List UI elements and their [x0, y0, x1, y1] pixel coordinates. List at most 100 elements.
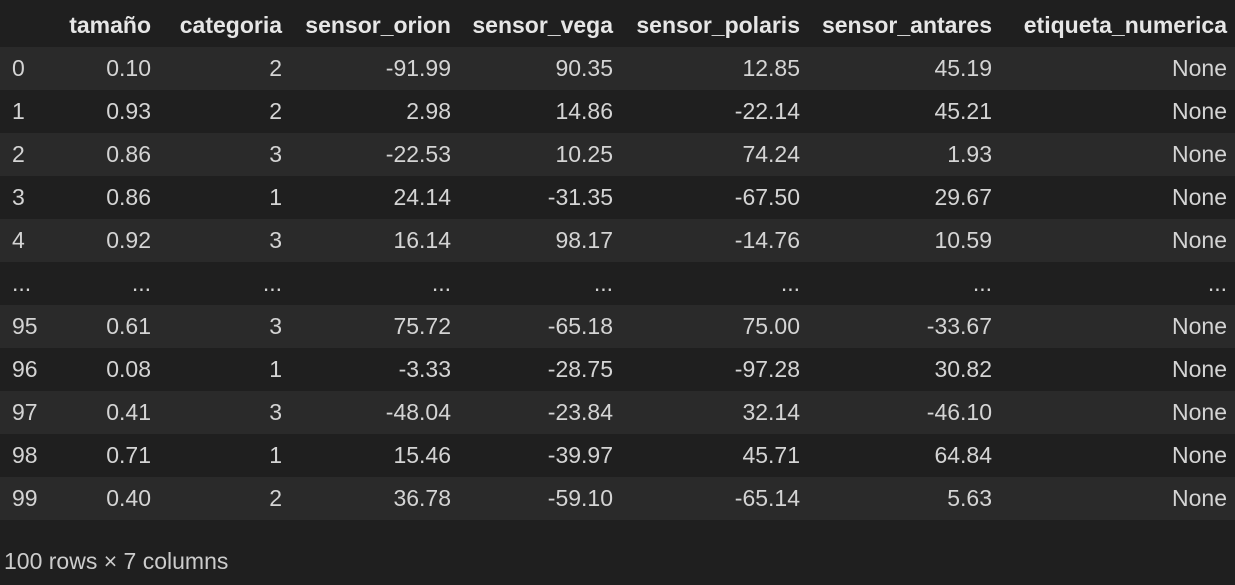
- table-cell: 75.72: [393, 313, 451, 339]
- table-cell: -22.14: [734, 98, 800, 124]
- table-cell: 2: [269, 98, 282, 124]
- column-header-categoria: categoria: [179, 12, 282, 38]
- table-cell: 0.86: [106, 141, 151, 167]
- row-index: 1: [12, 98, 25, 124]
- table-cell: 0.61: [106, 313, 151, 339]
- row-index: 97: [12, 399, 38, 425]
- table-cell: 0.71: [106, 442, 151, 468]
- column-header-sensor-antares: sensor_antares: [821, 12, 992, 38]
- table-row: 2 0.86 3 -22.53 10.25 74.24 1.93 None: [0, 133, 1235, 176]
- table-row: 96 0.08 1 -3.33 -28.75 -97.28 30.82 None: [0, 348, 1235, 391]
- table-cell: 45.21: [934, 98, 992, 124]
- table-cell: None: [1172, 184, 1227, 210]
- table-cell: -67.50: [734, 184, 800, 210]
- table-cell: -46.10: [926, 399, 992, 425]
- table-cell: -65.14: [734, 485, 800, 511]
- table-cell: 0.08: [106, 356, 151, 382]
- table-row: ........................: [0, 262, 1235, 305]
- table-cell: 3: [269, 141, 282, 167]
- table-cell: 14.86: [555, 98, 613, 124]
- table-cell: 0.92: [106, 227, 151, 253]
- table-cell: 0.10: [106, 55, 151, 81]
- table-cell: -22.53: [385, 141, 451, 167]
- table-cell: -31.35: [547, 184, 613, 210]
- table-row: 95 0.61 3 75.72 -65.18 75.00 -33.67 None: [0, 305, 1235, 348]
- table-cell: -23.84: [547, 399, 613, 425]
- table-cell: 2: [269, 485, 282, 511]
- table-cell: 1.93: [947, 141, 992, 167]
- table-cell: ...: [262, 270, 282, 296]
- table-cell: 1: [269, 356, 282, 382]
- table-cell: 1: [269, 442, 282, 468]
- table-cell: None: [1172, 399, 1227, 425]
- table-row: 1 0.93 2 2.98 14.86 -22.14 45.21 None: [0, 90, 1235, 133]
- table-cell: ...: [780, 270, 800, 296]
- dataframe-table: tamaño categoria sensor_orion sensor_veg…: [0, 4, 1235, 520]
- table-cell: ...: [1207, 270, 1227, 296]
- table-cell: 90.35: [555, 55, 613, 81]
- table-cell: -14.76: [734, 227, 800, 253]
- table-cell: 36.78: [393, 485, 451, 511]
- table-cell: 10.25: [555, 141, 613, 167]
- row-index: 99: [12, 485, 38, 511]
- table-cell: 0.86: [106, 184, 151, 210]
- table-cell: None: [1172, 55, 1227, 81]
- table-cell: None: [1172, 442, 1227, 468]
- table-cell: 5.63: [947, 485, 992, 511]
- table-cell: 1: [269, 184, 282, 210]
- header-row: tamaño categoria sensor_orion sensor_veg…: [0, 4, 1235, 47]
- index-header: [0, 4, 50, 47]
- table-cell: 32.14: [742, 399, 800, 425]
- row-index: 2: [12, 141, 25, 167]
- table-cell: 98.17: [555, 227, 613, 253]
- table-cell: None: [1172, 227, 1227, 253]
- table-cell: -48.04: [385, 399, 451, 425]
- row-index: 4: [12, 227, 25, 253]
- table-cell: 24.14: [393, 184, 451, 210]
- table-cell: -91.99: [385, 55, 451, 81]
- row-index: 98: [12, 442, 38, 468]
- table-cell: 3: [269, 313, 282, 339]
- table-cell: -65.18: [547, 313, 613, 339]
- table-cell: ...: [131, 270, 151, 296]
- table-cell: 45.71: [742, 442, 800, 468]
- table-cell: -59.10: [547, 485, 613, 511]
- table-row: 3 0.86 1 24.14 -31.35 -67.50 29.67 None: [0, 176, 1235, 219]
- table-cell: 0.40: [106, 485, 151, 511]
- column-header-etiqueta-numerica: etiqueta_numerica: [1023, 12, 1227, 38]
- table-row: 0 0.10 2 -91.99 90.35 12.85 45.19 None: [0, 47, 1235, 90]
- table-row: 97 0.41 3 -48.04 -23.84 32.14 -46.10 None: [0, 391, 1235, 434]
- row-index: 0: [12, 55, 25, 81]
- table-cell: 12.85: [742, 55, 800, 81]
- table-cell: -28.75: [547, 356, 613, 382]
- table-cell: 74.24: [742, 141, 800, 167]
- table-cell: 45.19: [934, 55, 992, 81]
- table-cell: -3.33: [398, 356, 451, 382]
- table-cell: 0.93: [106, 98, 151, 124]
- table-cell: None: [1172, 356, 1227, 382]
- table-cell: 75.00: [742, 313, 800, 339]
- table-cell: 0.41: [106, 399, 151, 425]
- table-cell: None: [1172, 98, 1227, 124]
- column-header-sensor-vega: sensor_vega: [472, 12, 613, 38]
- table-row: 99 0.40 2 36.78 -59.10 -65.14 5.63 None: [0, 477, 1235, 520]
- dataframe-shape-summary: 100 rows × 7 columns: [4, 548, 229, 574]
- table-cell: 30.82: [934, 356, 992, 382]
- table-cell: None: [1172, 313, 1227, 339]
- table-cell: -33.67: [926, 313, 992, 339]
- column-header-sensor-polaris: sensor_polaris: [636, 12, 800, 38]
- column-header-sensor-orion: sensor_orion: [305, 12, 451, 38]
- table-cell: -39.97: [547, 442, 613, 468]
- table-cell: 10.59: [934, 227, 992, 253]
- row-index: ...: [12, 270, 32, 296]
- table-cell: 64.84: [934, 442, 992, 468]
- table-cell: -97.28: [734, 356, 800, 382]
- column-header-tamano: tamaño: [69, 12, 151, 38]
- table-cell: 16.14: [393, 227, 451, 253]
- table-cell: 15.46: [393, 442, 451, 468]
- table-row: 98 0.71 1 15.46 -39.97 45.71 64.84 None: [0, 434, 1235, 477]
- row-index: 95: [12, 313, 38, 339]
- table-body: 0 0.10 2 -91.99 90.35 12.85 45.19 None 1 0.93 2 2.9…: [0, 47, 1235, 520]
- table-row: 4 0.92 3 16.14 98.17 -14.76 10.59 None: [0, 219, 1235, 262]
